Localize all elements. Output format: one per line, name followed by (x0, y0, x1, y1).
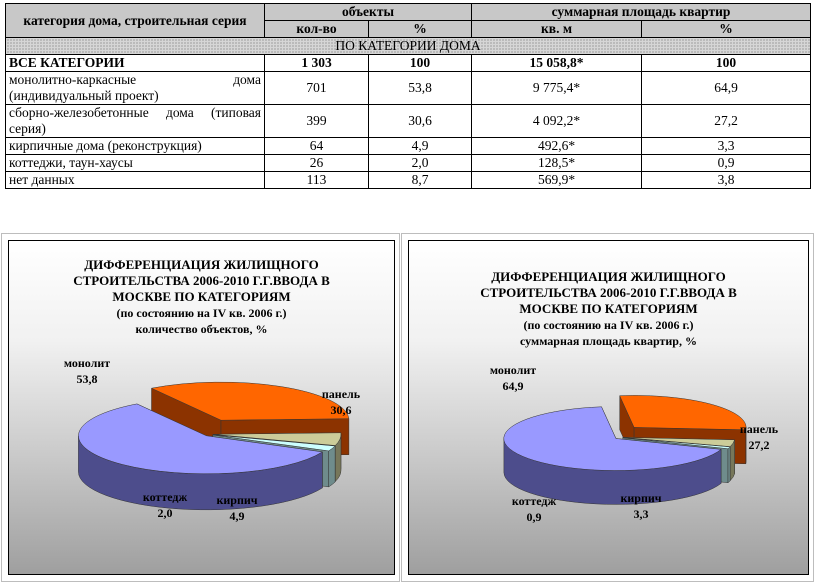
row-percent: 4,9 (367, 137, 473, 155)
slice-label-cottage: коттедж 0,9 (499, 493, 569, 525)
slice-monolith (78, 403, 324, 511)
table-row: кирпичные дома (реконструкция) 64 4,9 49… (5, 137, 812, 155)
table-row: монолитно-каркасные дома (индивидуальный… (5, 71, 812, 105)
slice-monolith (503, 406, 722, 505)
header-row-1: категория дома, строительная серия объек… (5, 3, 812, 38)
row-area-percent: 3,8 (641, 171, 812, 189)
chart-area-count: ДИФФЕРЕНЦИАЦИЯ ЖИЛИЩНОГО СТРОИТЕЛЬСТВА 2… (8, 240, 395, 575)
slice-value: 27,2 (748, 438, 770, 452)
row-label: монолитно-каркасные дома (индивидуальный… (5, 71, 265, 105)
chart-area-area: ДИФФЕРЕНЦИАЦИЯ ЖИЛИЩНОГО СТРОИТЕЛЬСТВА 2… (408, 240, 809, 575)
slice-value: 2,0 (157, 506, 173, 520)
header-area-percent: % (641, 20, 812, 38)
total-area: 15 058,8* (471, 54, 643, 72)
total-count: 1 303 (264, 54, 369, 72)
section-row: ПО КАТЕГОРИИ ДОМА (4, 37, 812, 55)
chart-title: ДИФФЕРЕНЦИАЦИЯ ЖИЛИЩНОГО СТРОИТЕЛЬСТВА 2… (9, 257, 394, 337)
row-percent: 53,8 (367, 71, 473, 105)
slice-top (619, 395, 747, 431)
chart-title-line: МОСКВЕ ПО КАТЕГОРИЯМ (112, 289, 291, 304)
row-area: 128,5* (471, 154, 643, 172)
slice-label-panel: панель 30,6 (309, 386, 373, 418)
slice-value: 53,8 (76, 372, 98, 386)
data-table: категория дома, строительная серия объек… (4, 3, 812, 189)
chart-title-line: СТРОИТЕЛЬСТВА 2006-2010 Г.Г.ВВОДА В (480, 285, 737, 300)
slice-name: монолит (489, 363, 537, 377)
row-label: нет данных (5, 171, 265, 189)
slice-name: кирпич (620, 491, 662, 505)
row-percent: 30,6 (367, 104, 473, 138)
table-row: нет данных 113 8,7 569,9* 3,8 (5, 171, 812, 189)
row-label: коттеджи, таун-хаусы (5, 154, 265, 172)
slice-label-cottage: коттедж 2,0 (133, 489, 197, 521)
section-title: ПО КАТЕГОРИИ ДОМА (4, 37, 812, 55)
slice-name: монолит (63, 356, 111, 370)
slice-name: коттедж (142, 490, 188, 504)
chart-subtitle-line: суммарная площадь квартир, % (520, 334, 697, 348)
row-area-percent: 0,9 (641, 154, 812, 172)
chart-title-line: ДИФФЕРЕНЦИАЦИЯ ЖИЛИЩНОГО (491, 269, 726, 284)
slice-value: 0,9 (526, 510, 542, 524)
slice-top (212, 434, 336, 452)
row-area-percent: 3,3 (641, 137, 812, 155)
slice-outer-wall (328, 445, 336, 488)
slice-name: кирпич (216, 493, 258, 507)
pie-chart (78, 381, 350, 511)
header-count: кол-во (264, 20, 369, 38)
pie-chart (503, 395, 747, 505)
chart-subtitle-line: (по состоянию на IV кв. 2006 г.) (116, 306, 287, 320)
header-category: категория дома, строительная серия (5, 3, 265, 38)
row-percent: 8,7 (367, 171, 473, 189)
table-row: коттеджи, таун-хаусы 26 2,0 128,5* 0,9 (5, 154, 812, 172)
chart-title: ДИФФЕРЕНЦИАЦИЯ ЖИЛИЩНОГО СТРОИТЕЛЬСТВА 2… (409, 269, 808, 349)
chart-panel-area: ДИФФЕРЕНЦИАЦИЯ ЖИЛИЩНОГО СТРОИТЕЛЬСТВА 2… (401, 233, 814, 582)
chart-title-line: СТРОИТЕЛЬСТВА 2006-2010 Г.Г.ВВОДА В (73, 273, 330, 288)
slice-value: 64,9 (502, 379, 524, 393)
slice-top (78, 403, 324, 475)
chart-subtitle-line: (по состоянию на IV кв. 2006 г.) (523, 318, 694, 332)
row-count: 113 (264, 171, 369, 189)
slice-label-brick: кирпич 3,3 (609, 490, 673, 522)
row-count: 399 (264, 104, 369, 138)
header-sqm: кв. м (471, 20, 643, 38)
slice-name: коттедж (511, 494, 557, 508)
total-area-percent: 100 (641, 54, 812, 72)
row-count: 701 (264, 71, 369, 105)
row-label: сборно-железобетонные дома (типовая сери… (5, 104, 265, 138)
chart-title-line: ДИФФЕРЕНЦИАЦИЯ ЖИЛИЩНОГО (84, 257, 319, 272)
row-area: 492,6* (471, 137, 643, 155)
slice-label-brick: кирпич 4,9 (205, 492, 269, 524)
slice-top (150, 381, 350, 421)
header-percent: % (367, 20, 473, 38)
slice-value: 3,3 (633, 507, 649, 521)
slice-label-panel: панель 27,2 (727, 421, 791, 453)
row-area-percent: 64,9 (641, 71, 812, 105)
total-label: ВСЕ КАТЕГОРИИ (5, 54, 265, 72)
row-area: 9 775,4* (471, 71, 643, 105)
row-area: 4 092,2* (471, 104, 643, 138)
total-row: ВСЕ КАТЕГОРИИ 1 303 100 15 058,8* 100 (5, 54, 812, 72)
table-row: сборно-железобетонные дома (типовая сери… (5, 104, 812, 138)
row-label: кирпичные дома (реконструкция) (5, 137, 265, 155)
slice-value: 30,6 (330, 403, 352, 417)
slice-label-monolith: монолит 53,8 (55, 355, 119, 387)
chart-title-line: МОСКВЕ ПО КАТЕГОРИЯМ (519, 301, 698, 316)
row-count: 64 (264, 137, 369, 155)
slice-label-monolith: монолит 64,9 (481, 362, 545, 394)
row-area: 569,9* (471, 171, 643, 189)
slice-name: панель (321, 387, 361, 401)
slice-top (503, 406, 722, 471)
row-area-percent: 27,2 (641, 104, 812, 138)
row-percent: 2,0 (367, 154, 473, 172)
header-row-2: кол-во % кв. м % (6, 20, 812, 38)
slice-top (622, 437, 731, 449)
row-count: 26 (264, 154, 369, 172)
header-objects: объекты (263, 3, 473, 21)
total-percent: 100 (367, 54, 473, 72)
slice-name: панель (739, 422, 779, 436)
chart-panel-count: ДИФФЕРЕНЦИАЦИЯ ЖИЛИЩНОГО СТРОИТЕЛЬСТВА 2… (1, 233, 400, 582)
header-area: суммарная площадь квартир (471, 3, 812, 21)
slice-value: 4,9 (229, 509, 245, 523)
chart-subtitle-line: количество объектов, % (135, 322, 268, 336)
